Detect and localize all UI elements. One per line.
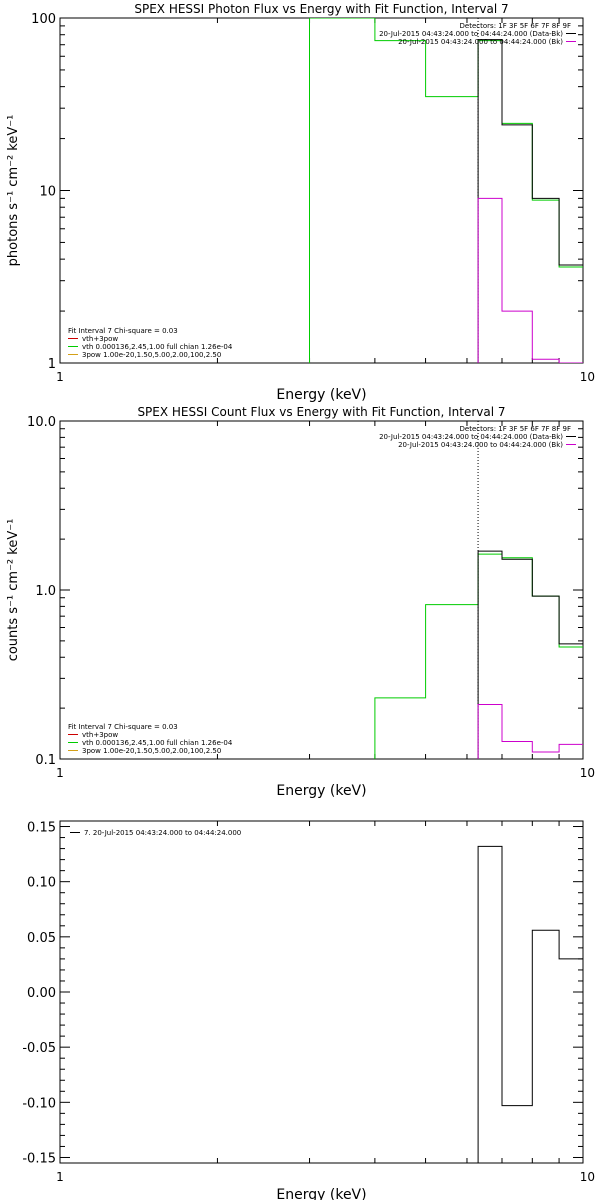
y-tick-label: 1 (48, 357, 56, 372)
x-axis-ticks (59, 421, 584, 759)
plot-frame (59, 820, 584, 1164)
legend-top-right: Detectors: 1F 3F 5F 6F 7F 8F 9F20-Jul-20… (379, 22, 576, 46)
x-tick-label: 1 (56, 370, 64, 384)
y-tick-label: 10 (39, 185, 56, 200)
legend-entry-label: 3pow 1.00e-20,1.50,5.00,2.00,100,2.50 (82, 747, 221, 755)
series-data-line (477, 39, 583, 363)
y-axis-ticks (60, 826, 583, 1158)
legend-entry-label: 3pow 1.00e-20,1.50,5.00,2.00,100,2.50 (82, 351, 221, 359)
x-tick-label: 10 (580, 370, 595, 384)
x-tick-label: 1 (56, 766, 64, 780)
series-background-line (477, 197, 583, 363)
y-tick-label: -0.05 (22, 1041, 56, 1056)
panel-title: SPEX HESSI Count Flux vs Energy with Fit… (137, 405, 505, 419)
y-tick-label: 0.1 (35, 753, 56, 768)
plot-frame (59, 420, 584, 760)
x-tick-label: 10 (580, 1170, 595, 1184)
x-tick-label: 1 (56, 1170, 64, 1184)
y-axis-label: photons s⁻¹ cm⁻² keV⁻¹ (6, 115, 21, 267)
y-axis-label: counts s⁻¹ cm⁻² keV⁻¹ (6, 519, 21, 662)
y-tick-label: 0.00 (27, 986, 56, 1001)
legend-entry-label: 20-Jul-2015 04:43:24.000 to 04:44:24.000… (398, 441, 563, 449)
x-axis-label: Energy (keV) (276, 1187, 366, 1200)
series-residual-line (477, 845, 583, 1163)
y-tick-label: 10.0 (27, 415, 56, 430)
legend-bottom-left: Fit Interval 7 Chi-square = 0.03vth+3pow… (68, 327, 233, 359)
x-axis-label: Energy (keV) (276, 387, 366, 403)
series-background-line (477, 704, 583, 759)
y-tick-label: 0.10 (27, 876, 56, 891)
panel-3: 1 10 Energy (keV) 0.15 0.10 0.05 0.00 -0.05 -0.1… (22, 820, 595, 1203)
legend-entry-label: 20-Jul-2015 04:43:24.000 to 04:44:24.000… (379, 433, 563, 441)
legend-entry-label: 20-Jul-2015 04:43:24.000 to 04:44:24.000… (379, 30, 563, 38)
legend-header: Detectors: 1F 3F 5F 6F 7F 8F 9F (460, 425, 571, 433)
legend-entry-label: vth+3pow (82, 731, 118, 739)
legend-entry-label: 7. 20-Jul-2015 04:43:24.000 to 04:44:24.… (84, 829, 241, 837)
legend-header: Detectors: 1F 3F 5F 6F 7F 8F 9F (460, 22, 571, 30)
legend-header: Fit Interval 7 Chi-square = 0.03 (68, 327, 178, 335)
legend-entry-label: vth+3pow (82, 335, 118, 343)
y-tick-label: 0.15 (27, 821, 56, 836)
y-tick-label: -0.15 (22, 1151, 56, 1166)
legend-entry-label: 20-Jul-2015 04:43:24.000 to 04:44:24.000… (398, 38, 563, 46)
panel-2: SPEX HESSI Count Flux vs Energy with Fit… (6, 405, 595, 799)
y-axis-ticks (60, 25, 583, 364)
legend-top-left: 7. 20-Jul-2015 04:43:24.000 to 04:44:24.… (70, 829, 241, 837)
legend-header: Fit Interval 7 Chi-square = 0.03 (68, 723, 178, 731)
y-tick-label: 0.05 (27, 931, 56, 946)
x-axis-ticks (59, 821, 584, 1163)
y-axis-ticks (60, 428, 583, 760)
legend-entry-label: vth 0.000136,2.45,1.00 full chian 1.26e-… (82, 739, 233, 747)
panel-1: SPEX HESSI Photon Flux vs Energy with Fi… (6, 2, 595, 403)
series-data-line (477, 550, 583, 759)
x-tick-label: 10 (580, 766, 595, 780)
y-tick-label: 100 (31, 12, 56, 27)
y-tick-label: -0.10 (22, 1096, 56, 1111)
series-fit-line (309, 18, 583, 363)
legend-entry-label: vth 0.000136,2.45,1.00 full chian 1.26e-… (82, 343, 233, 351)
panel-title: SPEX HESSI Photon Flux vs Energy with Fi… (134, 2, 508, 16)
legend-bottom-left: Fit Interval 7 Chi-square = 0.03vth+3pow… (68, 723, 233, 755)
legend-top-right: Detectors: 1F 3F 5F 6F 7F 8F 9F20-Jul-20… (379, 425, 576, 449)
x-axis-label: Energy (keV) (276, 783, 366, 799)
y-tick-label: 1.0 (35, 584, 56, 599)
series-fit-line (374, 553, 583, 759)
